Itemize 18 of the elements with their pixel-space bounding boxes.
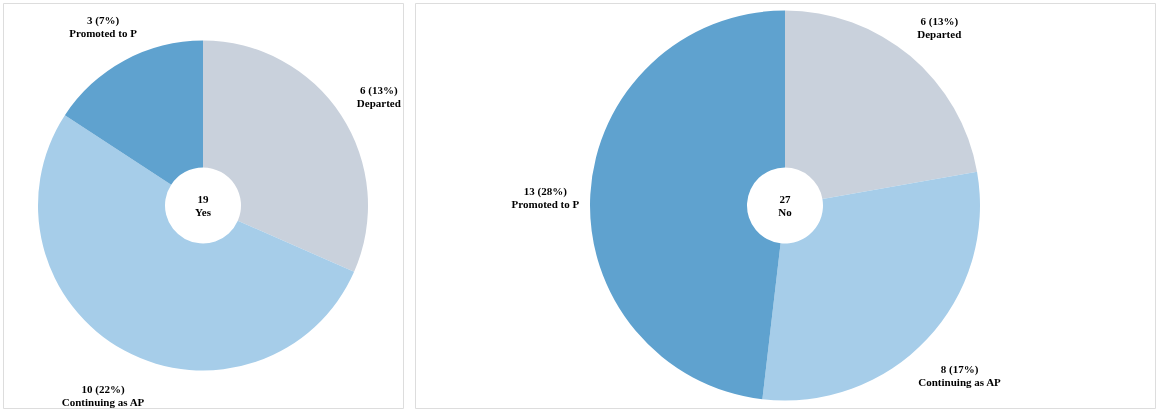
donut-slice [64, 40, 203, 185]
text: 27 [779, 192, 791, 205]
data-label: 13 (28%) [523, 184, 568, 198]
text: No [778, 205, 793, 218]
text: Yes [195, 205, 212, 218]
slice-label: Continuing as AP [61, 396, 145, 409]
data-label: 6 (13%) [360, 83, 398, 97]
data-label: 6 (13%) [920, 14, 959, 28]
donut-slice [38, 115, 355, 371]
slice-label: Departed [356, 96, 401, 109]
text: 19 [197, 192, 209, 205]
slice-label: Promoted to P [511, 197, 580, 210]
slice-label: Promoted to P [69, 26, 138, 39]
data-label: 3 (7%) [87, 13, 120, 27]
data-label: 10 (22%) [81, 383, 125, 397]
slice-label: Continuing as AP [918, 376, 1002, 389]
data-label: 8 (17%) [940, 363, 979, 377]
slice-label: Departed [917, 27, 962, 40]
